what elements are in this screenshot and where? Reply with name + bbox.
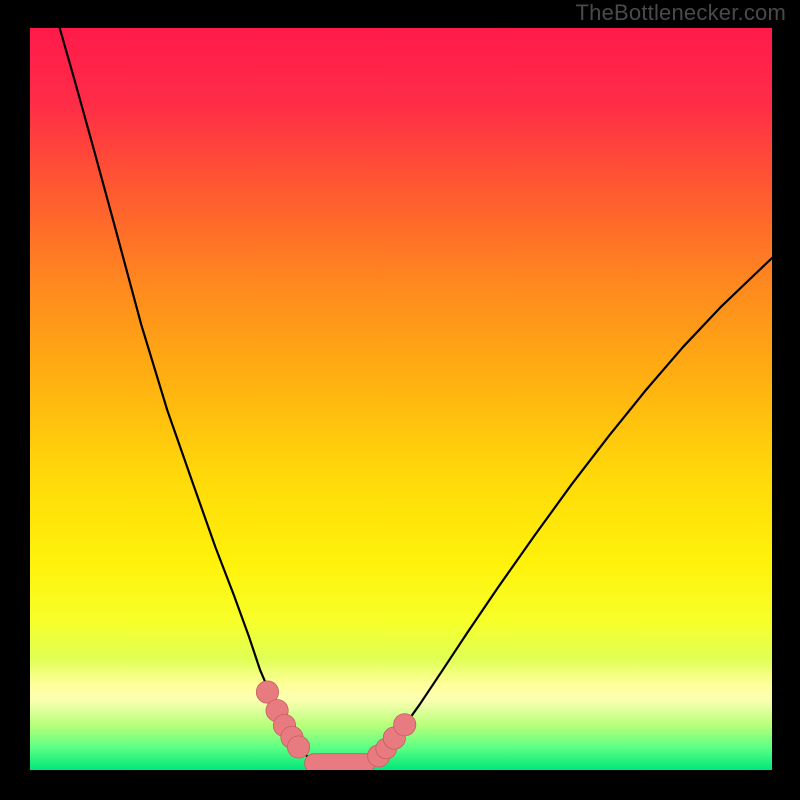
gradient-background xyxy=(30,28,772,770)
plot-area xyxy=(30,28,772,770)
valley-band xyxy=(305,754,375,770)
chart-svg xyxy=(30,28,772,770)
marker-dot xyxy=(394,714,416,736)
watermark-text: TheBottlenecker.com xyxy=(576,0,786,26)
marker-dot xyxy=(287,736,309,758)
